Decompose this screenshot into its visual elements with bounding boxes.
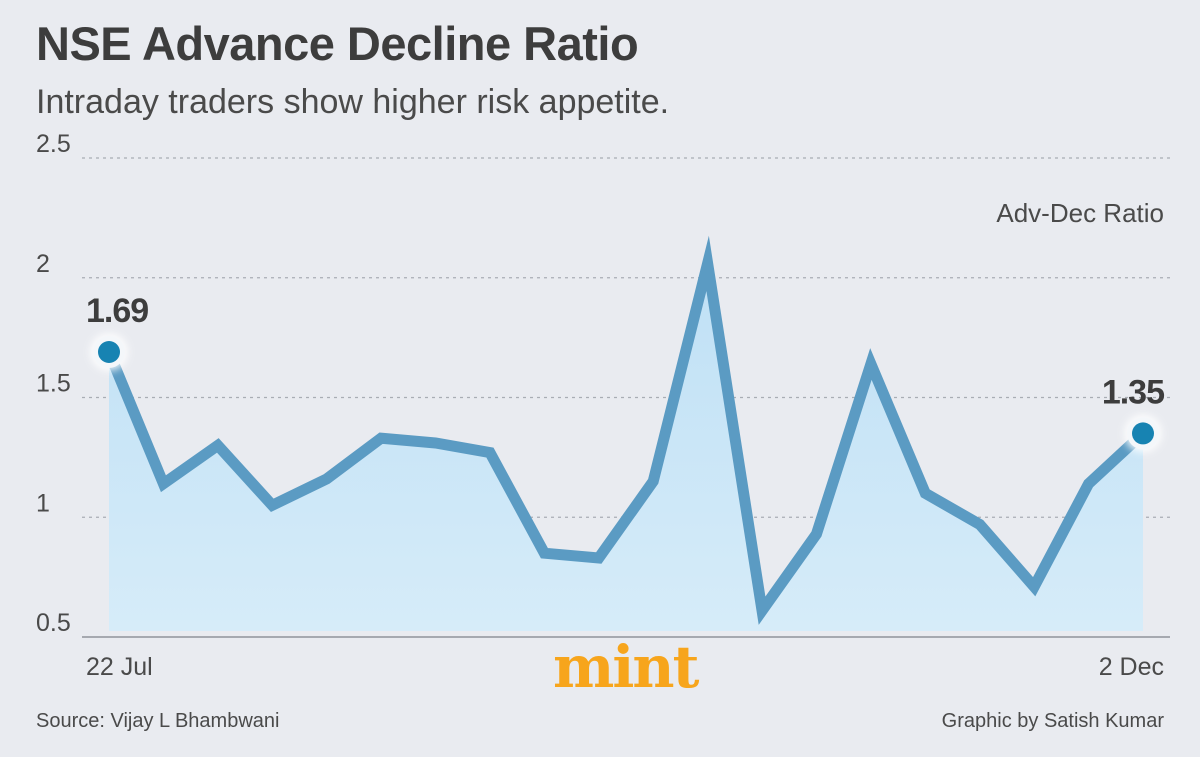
x-end-label: 2 Dec xyxy=(1099,653,1164,681)
chart-subtitle: Intraday traders show higher risk appeti… xyxy=(36,83,670,121)
graphic-credit: Graphic by Satish Kumar xyxy=(941,710,1164,732)
end-value-label: 1.35 xyxy=(1102,373,1164,411)
y-tick-label: 1.5 xyxy=(36,370,71,398)
area-fill xyxy=(109,263,1143,631)
axis-labels: 0.5 1 1.5 2 2.5 1.69 1.35 22 Jul 2 Dec Adv-Dec Ra… xyxy=(36,130,1165,681)
y-tick-label: 2.5 xyxy=(36,130,71,158)
series-line-adv-dec-ratio xyxy=(103,235,1147,625)
y-tick-label: 2 xyxy=(36,250,50,278)
y-tick-label: 0.5 xyxy=(36,609,71,637)
chart-title: NSE Advance Decline Ratio xyxy=(36,17,639,70)
grid-lines xyxy=(82,157,1170,638)
area-fill-layer xyxy=(109,263,1143,631)
mint-logo: mint xyxy=(553,633,699,701)
start-value-label: 1.69 xyxy=(86,292,148,330)
source-note: Source: Vijay L Bhambwani xyxy=(36,710,280,732)
y-tick-label: 1 xyxy=(36,489,50,517)
legend-series-name: Adv-Dec Ratio xyxy=(996,198,1164,228)
x-start-label: 22 Jul xyxy=(86,653,153,681)
end-marker-dot xyxy=(1132,422,1154,445)
series-line-layer xyxy=(103,235,1147,625)
start-marker-dot xyxy=(98,340,120,363)
end-markers xyxy=(90,332,1162,453)
